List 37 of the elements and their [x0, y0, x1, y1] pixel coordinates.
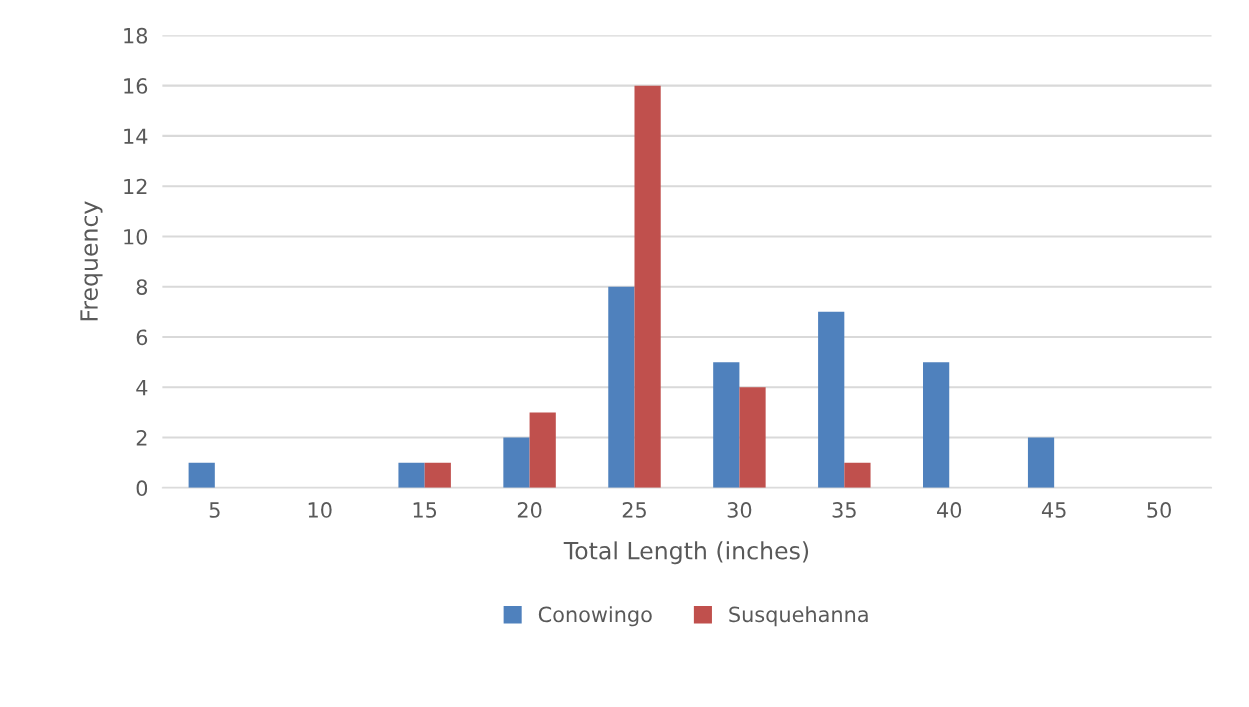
x-tick-label: 5 [209, 502, 220, 518]
y-tick-label: 2 [136, 430, 147, 446]
y-axis-title: Frequency [80, 201, 103, 321]
y-tick-label: 6 [136, 329, 148, 346]
y-tick-label: 0 [136, 480, 148, 497]
x-tick-label: 40 [937, 502, 962, 518]
x-tick-label: 35 [832, 502, 856, 518]
y-tick-label: 14 [124, 128, 148, 144]
x-tick-label: 25 [622, 502, 646, 518]
bar [529, 412, 556, 488]
bar [923, 362, 950, 488]
bar [713, 362, 740, 488]
bar [424, 462, 451, 488]
bar [739, 387, 766, 488]
x-axis-title: Total Length (inches) [563, 541, 809, 565]
y-tick-label: 10 [124, 228, 148, 245]
legend-label: Susquehanna [729, 606, 868, 627]
y-tick-label: 4 [136, 380, 148, 396]
bar [188, 462, 215, 488]
x-tick-label: 50 [1147, 502, 1171, 518]
x-tick-label: 15 [413, 502, 437, 518]
bar [844, 462, 871, 488]
bar [503, 437, 530, 488]
bar [634, 85, 661, 488]
x-tick-label: 10 [308, 502, 332, 518]
legend-label: Conowingo [538, 606, 652, 627]
y-tick-label: 16 [124, 78, 148, 94]
bar [1027, 437, 1055, 488]
y-tick-label: 8 [136, 279, 148, 295]
x-tick-label: 45 [1041, 502, 1066, 518]
x-tick-label: 20 [517, 502, 542, 518]
bar [398, 462, 425, 488]
y-tick-label: 18 [124, 27, 148, 44]
bar [818, 311, 845, 488]
x-tick-label: 30 [727, 502, 752, 518]
bar [608, 286, 635, 488]
y-tick-label: 12 [124, 178, 147, 195]
